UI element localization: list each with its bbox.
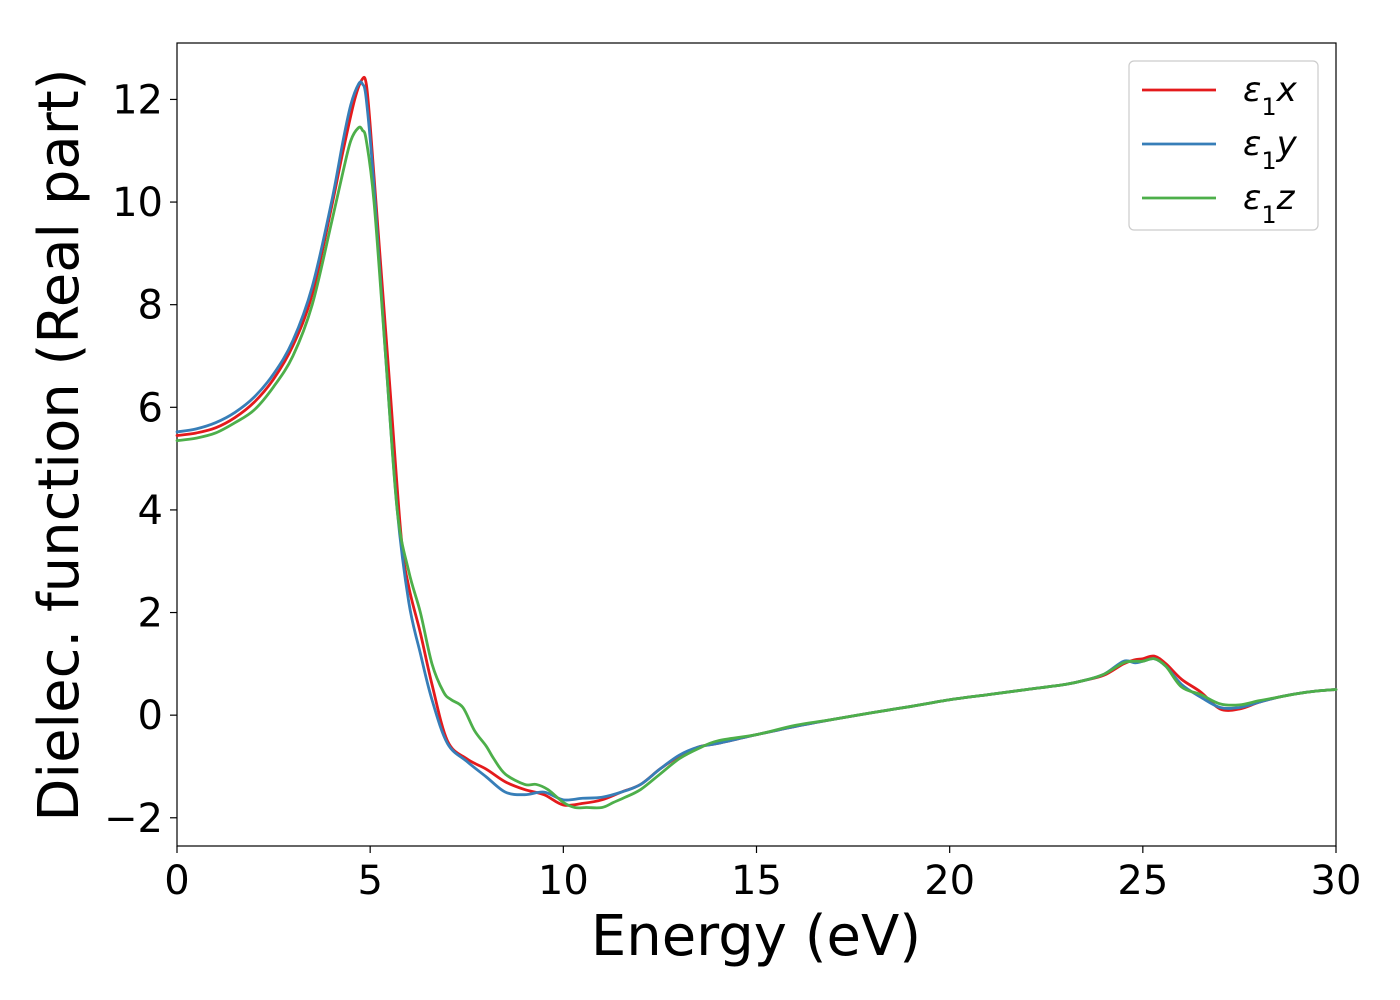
legend-label-x: ε1x [1243, 70, 1298, 121]
y-tick-label: 12 [112, 77, 163, 123]
x-tick-label: 25 [1117, 858, 1168, 904]
legend-box [1128, 60, 1319, 231]
x-axis-title: Energy (eV) [591, 904, 921, 969]
y-tick-label: −2 [104, 796, 163, 842]
y-tick-label: 10 [112, 180, 163, 226]
x-tick-label: 0 [164, 858, 189, 904]
y-tick-label: 0 [138, 693, 163, 739]
x-axis-ticks: 0 5 10 15 20 25 30 [164, 846, 1361, 904]
x-tick-label: 10 [538, 858, 589, 904]
y-axis-ticks: −2 0 2 4 6 8 10 12 [104, 77, 177, 842]
x-tick-label: 30 [1311, 858, 1362, 904]
y-tick-label: 6 [138, 385, 163, 431]
y-tick-label: 2 [138, 591, 163, 637]
x-tick-label: 5 [357, 858, 382, 904]
y-tick-label: 8 [138, 283, 163, 329]
y-axis-title: Dielec. function (Real part) [27, 68, 92, 821]
series-layer [175, 75, 1338, 810]
legend-label-y: ε1y [1243, 124, 1298, 175]
y-tick-label: 4 [138, 488, 163, 534]
plot-area [175, 42, 1338, 847]
x-tick-label: 15 [731, 858, 782, 904]
series-line-z [175, 125, 1338, 810]
legend-label-z: ε1z [1243, 178, 1296, 229]
x-tick-label: 20 [924, 858, 975, 904]
